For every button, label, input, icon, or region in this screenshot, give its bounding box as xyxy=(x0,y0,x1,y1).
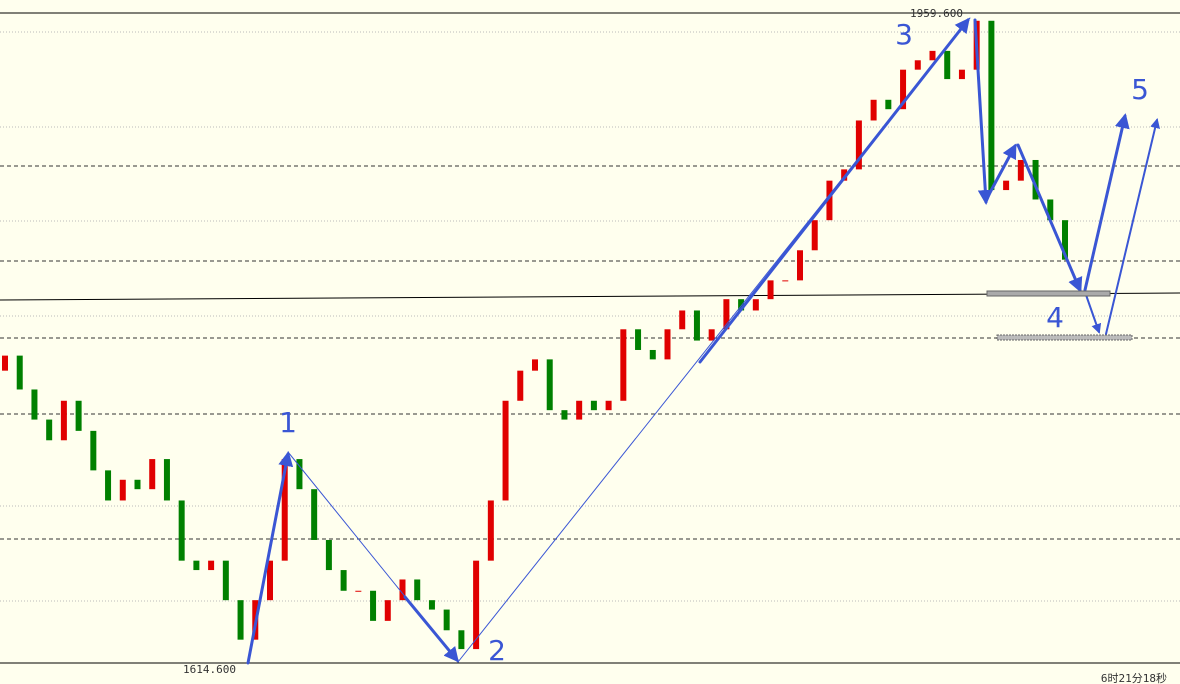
timestamp: 6时21分18秒 xyxy=(1101,671,1167,684)
guide-lines xyxy=(0,12,1180,664)
candle-body xyxy=(355,590,362,592)
candle-body xyxy=(988,20,995,191)
candle-body xyxy=(561,410,568,420)
candle-body xyxy=(149,459,156,490)
candle-body xyxy=(75,400,82,431)
candle-body xyxy=(929,50,936,61)
candle-body xyxy=(267,560,273,601)
candle-body xyxy=(590,400,597,411)
candle-body xyxy=(517,370,524,401)
candle-body xyxy=(635,329,642,350)
candle-body xyxy=(944,50,951,80)
candle-body xyxy=(782,280,789,282)
candle-body xyxy=(811,220,818,251)
candle-body xyxy=(311,489,318,540)
candle-body xyxy=(222,560,229,601)
candle-body xyxy=(16,355,23,390)
candle-body xyxy=(826,180,833,221)
candle-body xyxy=(649,349,656,360)
candle-body xyxy=(296,459,303,490)
candle-body xyxy=(370,590,377,621)
candle-body xyxy=(237,600,244,640)
candle-body xyxy=(1062,220,1068,260)
candle-body xyxy=(428,600,435,610)
candle-body xyxy=(767,280,774,300)
candle-body xyxy=(958,69,965,80)
support-zone xyxy=(986,290,1111,297)
candle-body xyxy=(90,430,97,471)
candle-body xyxy=(31,389,38,420)
candle-body xyxy=(605,400,612,411)
wave-lines xyxy=(246,17,1161,665)
candle-body xyxy=(443,609,450,631)
candle-body xyxy=(576,400,583,420)
candle-body xyxy=(620,329,627,401)
low-label: 1614.600 xyxy=(183,663,236,676)
candle-body xyxy=(502,400,509,501)
candle-body xyxy=(885,99,892,110)
candle-body xyxy=(2,355,8,371)
candle-body xyxy=(134,479,141,490)
candle-body xyxy=(1032,159,1039,200)
high-label: 1959.600 xyxy=(910,7,963,20)
candle-body xyxy=(664,329,671,360)
candle-body xyxy=(193,560,200,571)
wave-label: 4 xyxy=(1046,301,1064,334)
candle-body xyxy=(723,299,730,330)
candle-body xyxy=(399,579,406,601)
candle-body xyxy=(679,310,686,330)
candle-body xyxy=(1003,180,1010,191)
support-zone xyxy=(996,334,1133,341)
candle-body xyxy=(384,600,391,621)
candle-body xyxy=(281,459,288,561)
candle-body xyxy=(900,69,907,110)
candle-body xyxy=(708,329,715,341)
candle-body xyxy=(60,400,67,441)
candle-body xyxy=(841,169,848,181)
candle-body xyxy=(105,470,112,501)
wave-label: 1 xyxy=(279,406,297,439)
candle-body xyxy=(693,310,700,341)
candle-body xyxy=(914,60,921,70)
candle-body xyxy=(1017,159,1024,181)
candle-body xyxy=(458,630,465,650)
candle-body xyxy=(208,560,215,571)
candle-body xyxy=(340,570,347,591)
candle-body xyxy=(414,579,421,601)
candle-body xyxy=(473,560,480,650)
candle-body xyxy=(546,359,553,411)
candle-body xyxy=(855,120,862,170)
candle-body xyxy=(119,479,126,501)
candle-body xyxy=(738,299,745,311)
candle-body xyxy=(870,99,877,121)
wave-label: 3 xyxy=(895,18,913,51)
candle-body xyxy=(46,419,53,441)
candle-body xyxy=(1047,199,1054,221)
candle-body xyxy=(752,299,759,311)
candle-body xyxy=(163,459,170,501)
candle-body xyxy=(532,359,538,371)
candle-body xyxy=(797,250,803,281)
candle-body xyxy=(178,500,185,561)
candle-body xyxy=(325,539,332,571)
candle-body xyxy=(487,500,494,561)
wave-label: 2 xyxy=(488,634,506,667)
wave-label: 5 xyxy=(1131,73,1149,106)
